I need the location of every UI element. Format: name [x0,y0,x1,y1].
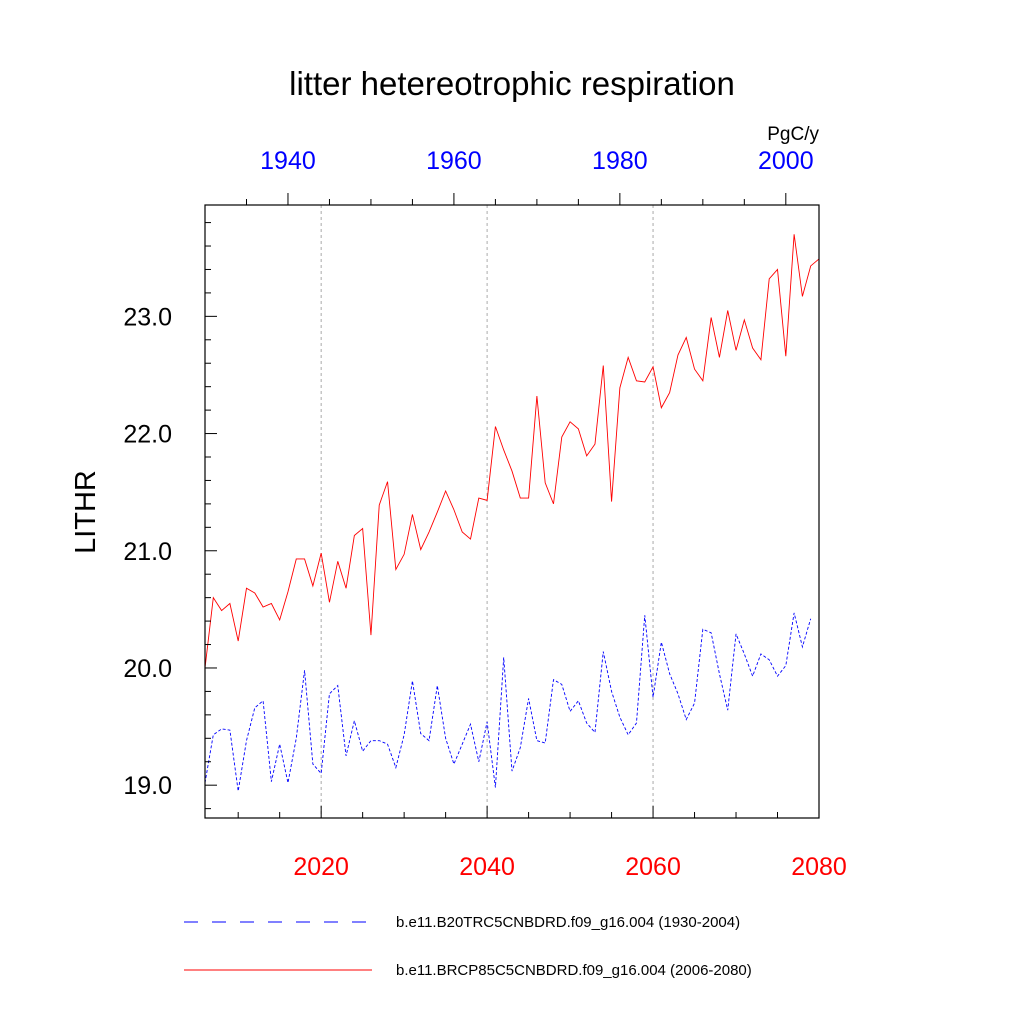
legend: b.e11.B20TRC5CNBDRD.f09_g16.004 (1930-20… [184,914,752,979]
x-bottom-tick-label: 2060 [625,853,681,881]
gridlines [320,205,654,818]
units-label: PgC/y [767,124,819,145]
x-bottom-tick-label: 2080 [791,853,847,881]
y-tick-label: 21.0 [123,538,172,566]
series-line-1 [204,234,820,669]
x-bottom-tick-label: 2020 [293,853,349,881]
x-top-tick-label: 1980 [592,147,648,175]
y-tick-label: 19.0 [123,772,172,800]
legend-label-1: b.e11.BRCP85C5CNBDRD.f09_g16.004 (2006-2… [396,962,752,979]
x-top-tick-label: 1960 [426,147,482,175]
y-tick-label: 22.0 [123,421,172,449]
y-tick-label: 23.0 [123,303,172,331]
plot-frame [204,204,820,819]
x-top-tick-label: 1940 [260,147,316,175]
axis-ticks [205,193,820,818]
y-axis-label: LITHR [70,470,102,554]
legend-label-0: b.e11.B20TRC5CNBDRD.f09_g16.004 (1930-20… [396,914,740,931]
series-line-0 [204,612,812,792]
x-bottom-tick-label: 2040 [459,853,515,881]
axis-tick-labels: 19.0 20.0 21.0 22.0 23.0 2020 2040 2060 2080 1940… [123,147,846,881]
y-tick-label: 20.0 [123,655,172,683]
plot-series [204,234,820,792]
x-top-tick-label: 2000 [758,147,814,175]
chart-title: litter hetereotrophic respiration [289,65,735,102]
